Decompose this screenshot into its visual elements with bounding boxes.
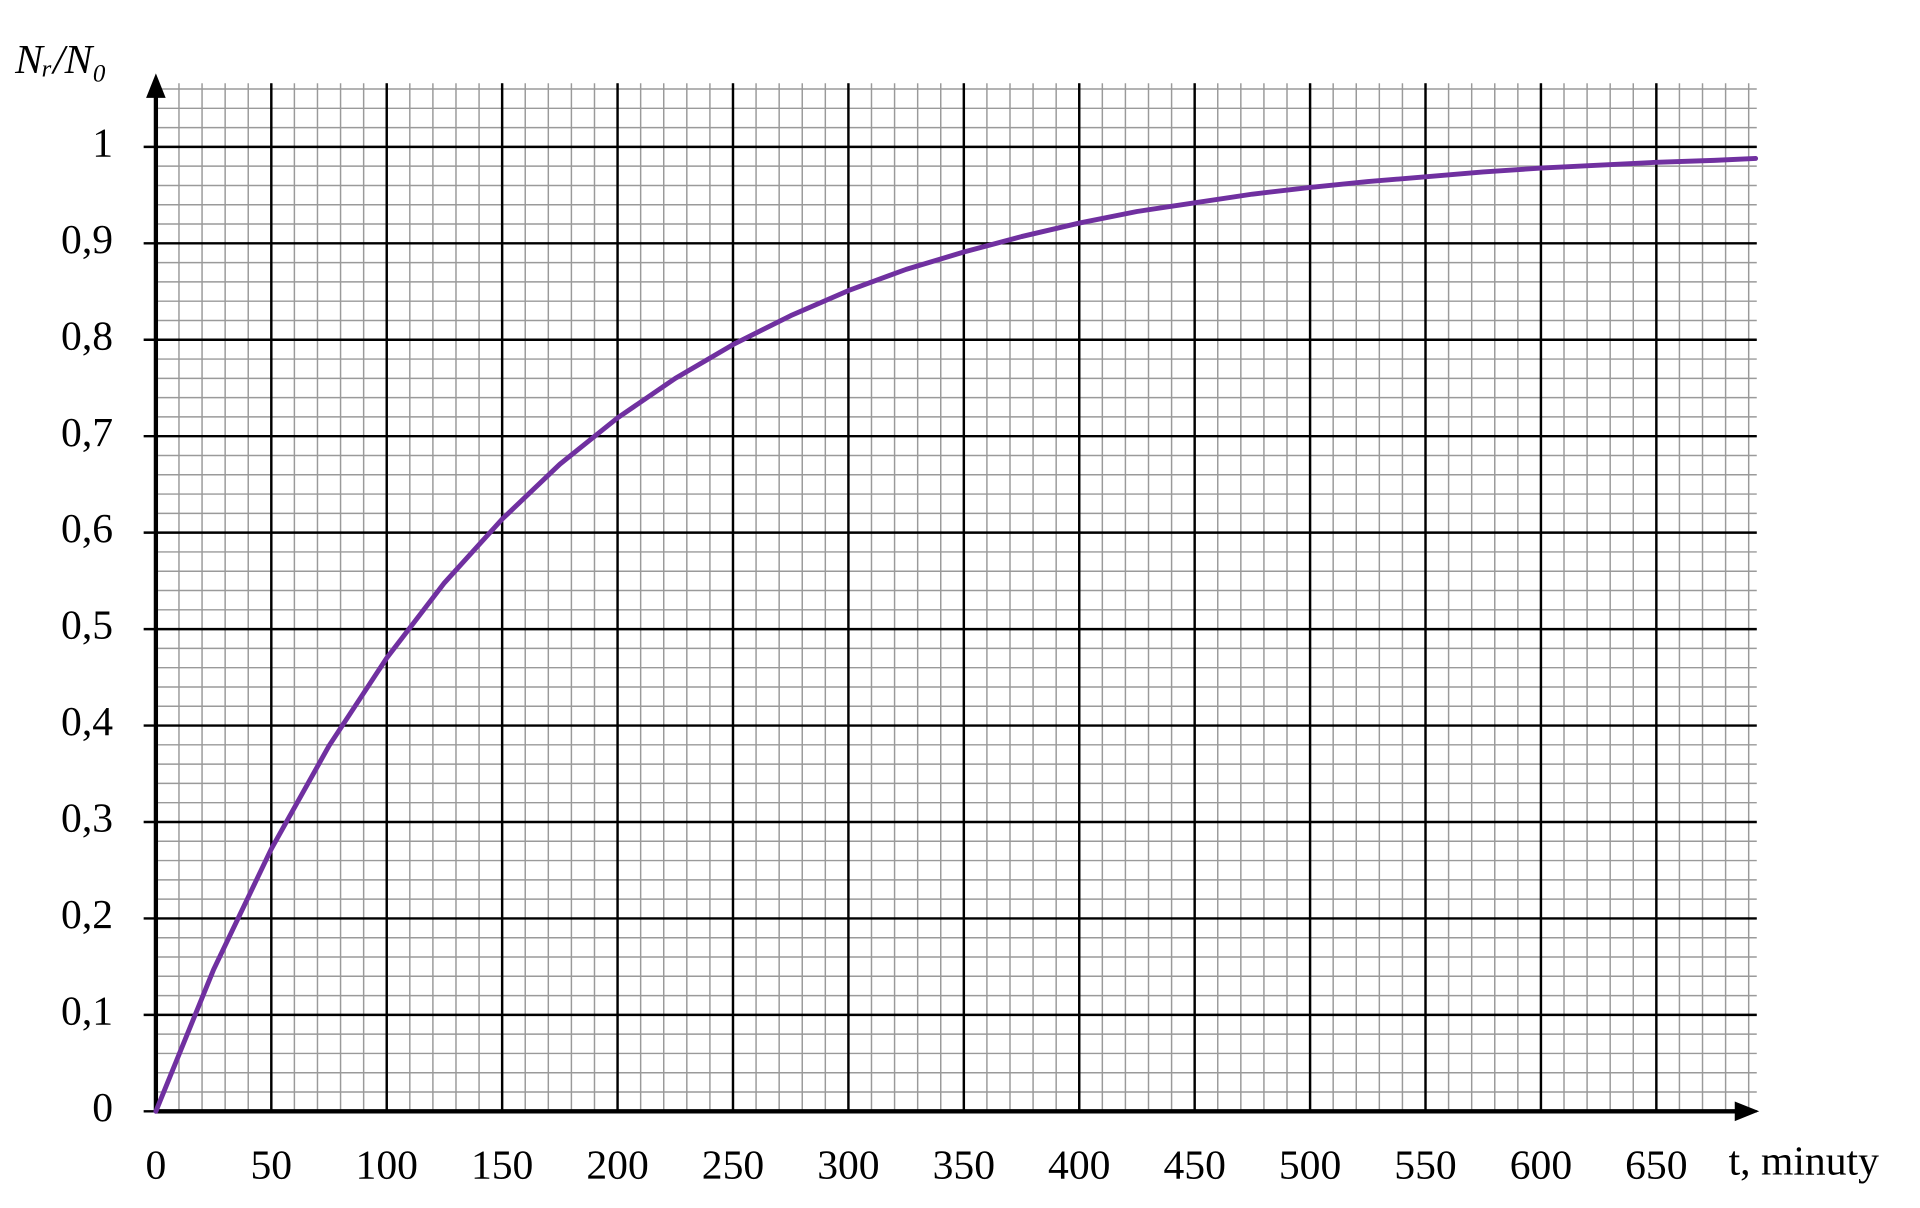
x-tick-label: 350: [933, 1142, 995, 1188]
y-tick-label: 0,6: [61, 506, 113, 552]
y-tick-label: 0,8: [61, 313, 113, 359]
y-tick-label: 0,3: [61, 796, 113, 842]
y-tick-label: 0,9: [61, 217, 113, 263]
y-tick-label: 0,4: [61, 699, 113, 745]
y-tick-label: 0,7: [61, 410, 113, 456]
x-tick-label: 100: [356, 1142, 418, 1188]
x-tick-label: 500: [1279, 1142, 1341, 1188]
y-tick-label: 0,1: [61, 988, 113, 1034]
y-axis-label: Nᵣ/N₀: [14, 37, 107, 83]
x-tick-label: 400: [1048, 1142, 1110, 1188]
x-tick-label: 50: [251, 1142, 293, 1188]
x-tick-label: 250: [702, 1142, 764, 1188]
y-tick-label: 0,5: [61, 603, 113, 649]
data-line: [153, 156, 1759, 1114]
x-tick-label: 450: [1163, 1142, 1225, 1188]
y-tick-label: 1: [92, 120, 113, 166]
y-tick-label: 0: [92, 1085, 113, 1131]
x-tick-label: 0: [145, 1142, 166, 1188]
minor-grid: [155, 83, 1757, 1113]
x-tick-label: 600: [1510, 1142, 1572, 1188]
x-axis-arrow: [1734, 1101, 1760, 1122]
x-tick-label: 550: [1394, 1142, 1456, 1188]
x-tick-label: 300: [817, 1142, 879, 1188]
x-tick-label: 150: [471, 1142, 533, 1188]
x-tick-label: 650: [1625, 1142, 1687, 1188]
y-axis-arrow: [146, 73, 166, 98]
x-tick-label: 200: [586, 1142, 648, 1188]
y-tick-label: 0,2: [61, 892, 113, 938]
x-axis-label: t, minuty: [1729, 1139, 1879, 1185]
